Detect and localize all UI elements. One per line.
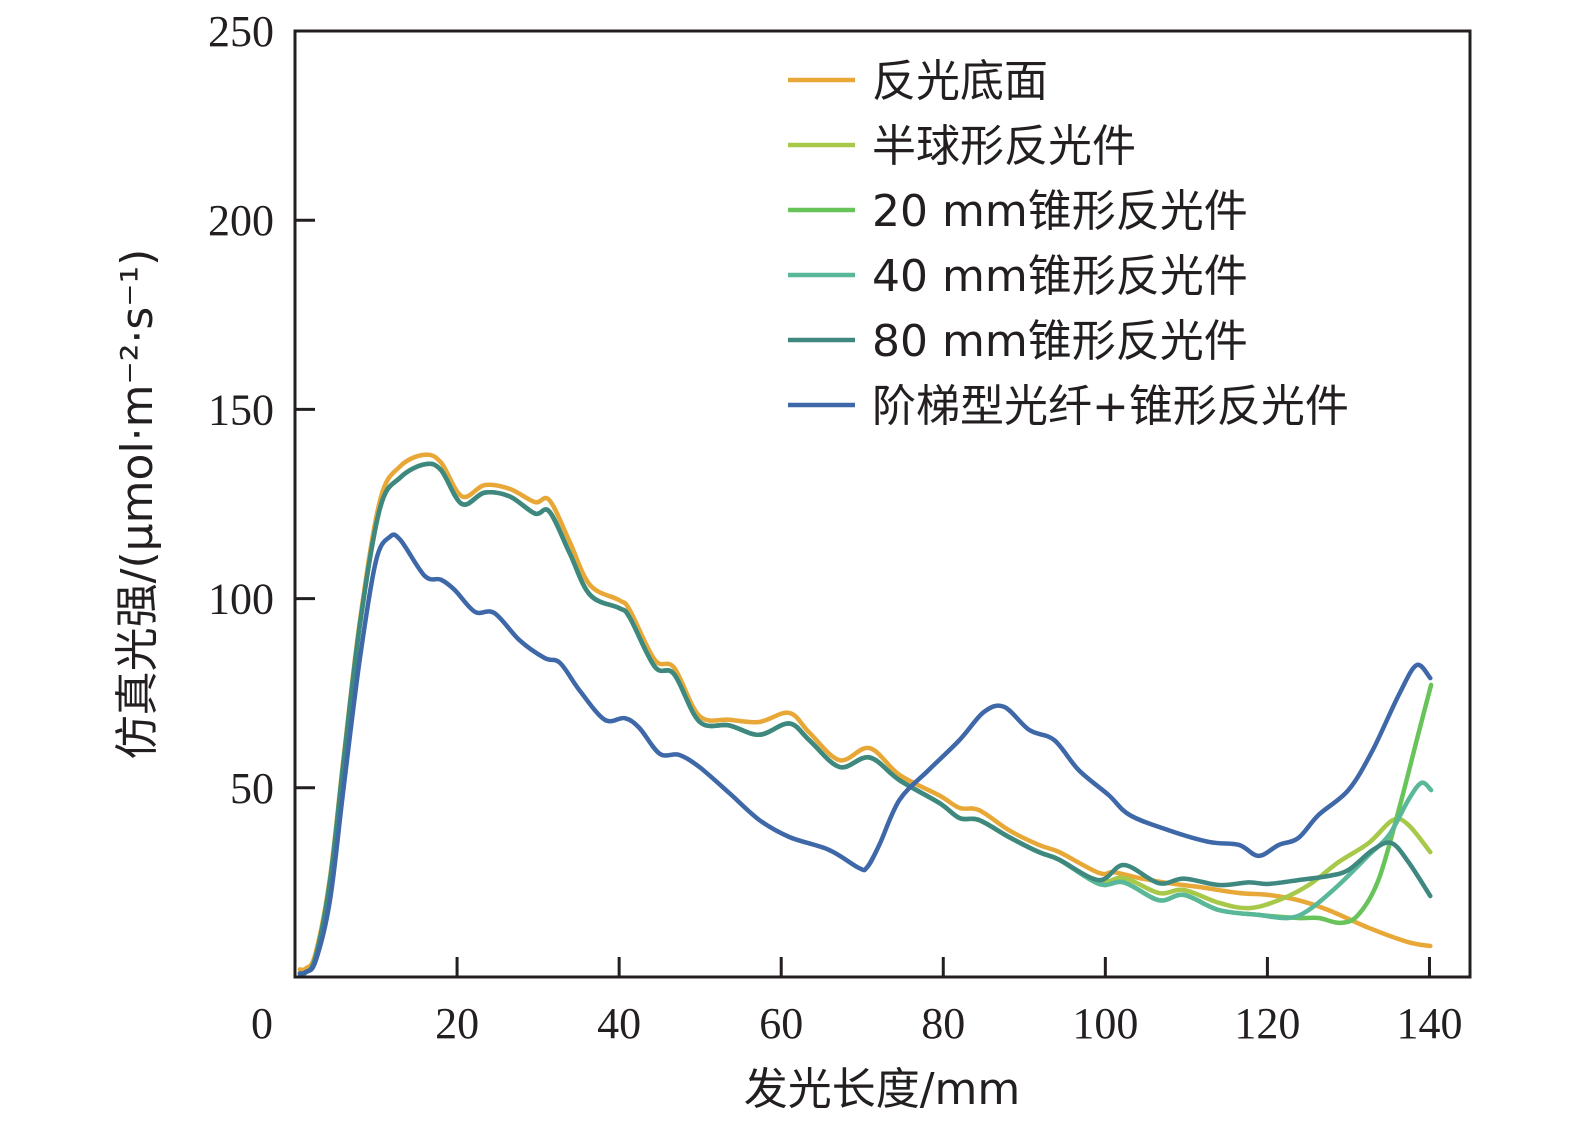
x-tick-label: 20	[435, 999, 479, 1048]
legend-label-4: 80 mm锥形反光件	[872, 316, 1248, 367]
x-tick-label: 140	[1396, 999, 1462, 1048]
legend-label-2: 20 mm锥形反光件	[872, 186, 1248, 237]
legend-label-3: 40 mm锥形反光件	[872, 251, 1248, 302]
x-axis-title: 发光长度/mm	[744, 1064, 1021, 1115]
x-tick-label: 80	[921, 999, 965, 1048]
y-tick-label: 150	[208, 385, 274, 434]
series-line-3	[297, 461, 1434, 977]
series-layer	[297, 452, 1434, 977]
y-axis-title: 仿真光强/(μmol·m⁻²·s⁻¹)	[112, 249, 163, 760]
y-tick-label: 100	[208, 575, 274, 624]
y-tick-label: 50	[230, 764, 274, 813]
tick-layer: 0 20 40 60 80 100 120 140 50 100 150 200 250	[208, 7, 1462, 1048]
x-tick-label: 40	[597, 999, 641, 1048]
y-tick-label: 250	[208, 7, 274, 56]
series-line-0	[297, 452, 1433, 973]
series-line-5	[297, 532, 1433, 977]
x-tick-label: 100	[1072, 999, 1138, 1048]
legend-label-1: 半球形反光件	[872, 121, 1136, 172]
series-line-2	[297, 461, 1434, 977]
series-line-1	[297, 461, 1433, 977]
x-tick-label: 120	[1234, 999, 1300, 1048]
plot-frame	[293, 29, 1472, 979]
x-tick-label: 60	[759, 999, 803, 1048]
y-tick-label: 200	[208, 196, 274, 245]
series-line-4	[297, 461, 1433, 977]
legend-label-0: 反光底面	[872, 56, 1048, 107]
legend-label-5: 阶梯型光纤+锥形反光件	[872, 381, 1349, 432]
x-tick-label: 0	[251, 999, 273, 1048]
